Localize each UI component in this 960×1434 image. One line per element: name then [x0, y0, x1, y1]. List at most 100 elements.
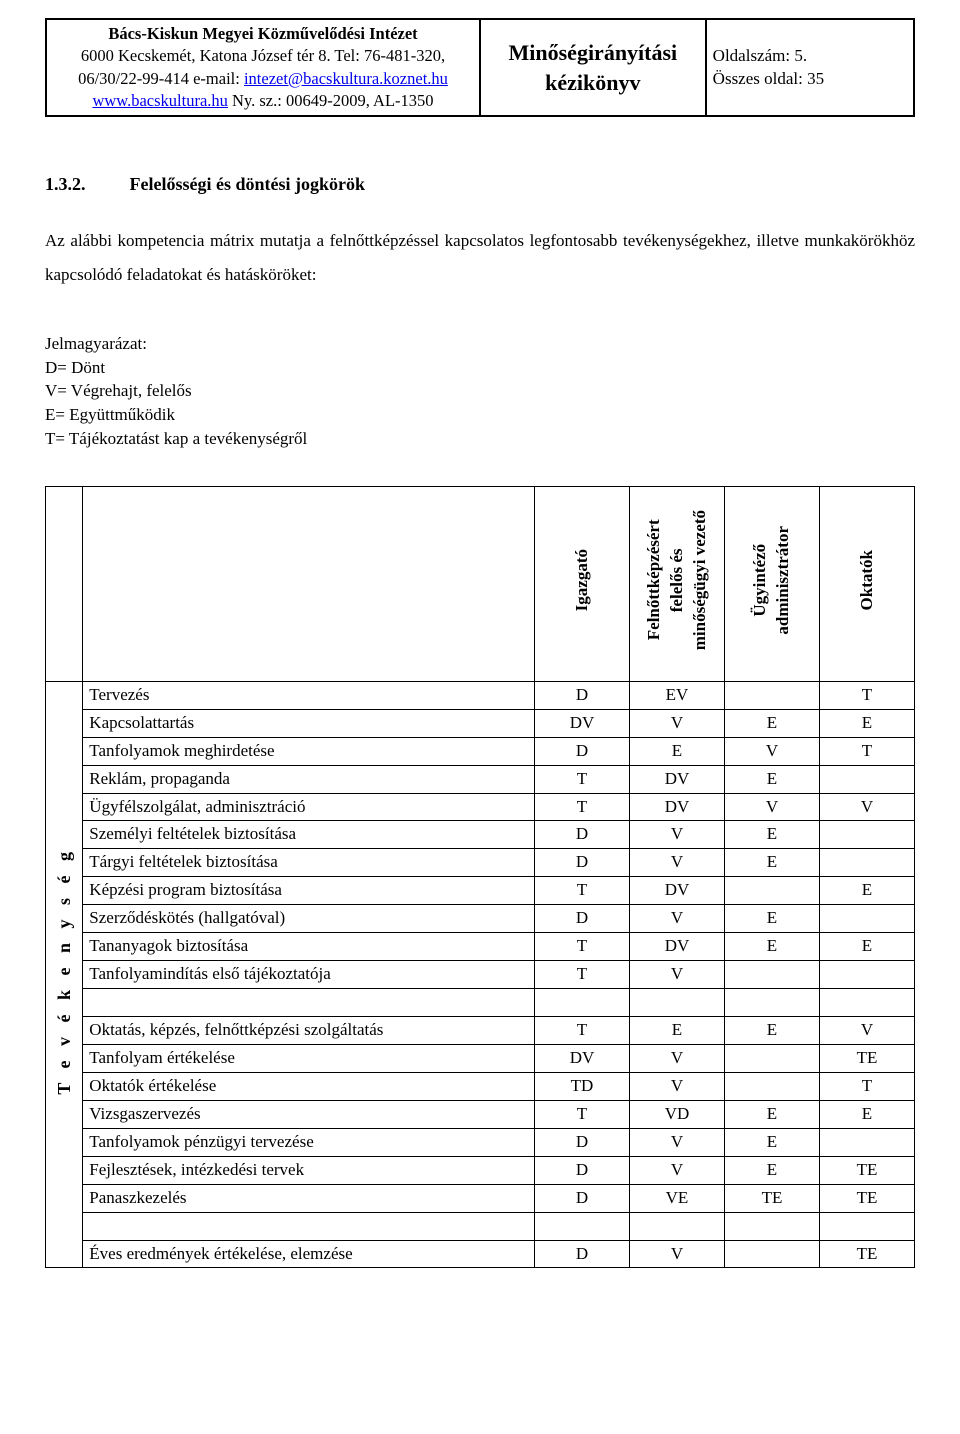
matrix-cell: T: [820, 1072, 915, 1100]
matrix-cell: E: [820, 709, 915, 737]
matrix-cell: D: [535, 1184, 630, 1212]
org-contact: 6000 Kecskemét, Katona József tér 8. Tel…: [53, 45, 473, 90]
table-row: Éves eredmények értékelése, elemzéseDVTE: [46, 1240, 915, 1268]
total-pages: Összes oldal: 35: [713, 68, 907, 91]
matrix-cell: T: [820, 737, 915, 765]
matrix-corner-side: [46, 486, 83, 681]
header-org-cell: Bács-Kiskun Megyei Közművelődési Intézet…: [46, 19, 480, 116]
spacer-cell: [725, 1212, 820, 1240]
matrix-header-row: Igazgató Felnőttképzésértfelelős ésminős…: [46, 486, 915, 681]
row-label: Szerződéskötés (hallgatóval): [83, 905, 535, 933]
matrix-cell: [820, 905, 915, 933]
row-label: Reklám, propaganda: [83, 765, 535, 793]
row-label: Tanfolyamok pénzügyi tervezése: [83, 1128, 535, 1156]
matrix-cell: VE: [630, 1184, 725, 1212]
row-label: Személyi feltételek biztosítása: [83, 821, 535, 849]
matrix-cell: T: [535, 793, 630, 821]
org-site-line: www.bacskultura.hu Ny. sz.: 00649-2009, …: [53, 90, 473, 112]
row-label: Tárgyi feltételek biztosítása: [83, 849, 535, 877]
col-felnottkepzes: Felnőttképzésértfelelős ésminőségügyi ve…: [630, 486, 725, 681]
table-row: Képzési program biztosításaTDVE: [46, 877, 915, 905]
legend-d: D= Dönt: [45, 356, 915, 380]
table-row: KapcsolattartásDVVEE: [46, 709, 915, 737]
email-link[interactable]: intezet@bacskultura.koznet.hu: [244, 69, 448, 88]
matrix-cell: T: [535, 961, 630, 989]
legend-v: V= Végrehajt, felelős: [45, 379, 915, 403]
section-title: Felelősségi és döntési jogkörök: [130, 174, 366, 194]
spacer-cell: [83, 1212, 535, 1240]
matrix-cell: VD: [630, 1100, 725, 1128]
matrix-cell: E: [630, 1017, 725, 1045]
table-row: Reklám, propagandaTDVE: [46, 765, 915, 793]
col-igazgato: Igazgató: [535, 486, 630, 681]
competency-matrix: Igazgató Felnőttképzésértfelelős ésminős…: [45, 486, 915, 1269]
spacer-cell: [535, 989, 630, 1017]
matrix-cell: T: [535, 765, 630, 793]
side-label-cell: T e v é k e n y s é g: [46, 681, 83, 1268]
table-row: T e v é k e n y s é gTervezésDEVT: [46, 681, 915, 709]
section-intro: Az alábbi kompetencia mátrix mutatja a f…: [45, 224, 915, 290]
legend-title: Jelmagyarázat:: [45, 333, 915, 356]
row-label: Oktatás, képzés, felnőttképzési szolgált…: [83, 1017, 535, 1045]
section-heading: 1.3.2. Felelősségi és döntési jogkörök: [45, 172, 915, 196]
spacer-cell: [820, 1212, 915, 1240]
matrix-cell: [820, 961, 915, 989]
matrix-cell: E: [725, 849, 820, 877]
matrix-cell: E: [725, 1017, 820, 1045]
matrix-cell: E: [725, 1100, 820, 1128]
matrix-cell: V: [630, 1240, 725, 1268]
matrix-cell: D: [535, 849, 630, 877]
row-label: Vizsgaszervezés: [83, 1100, 535, 1128]
matrix-cell: E: [820, 877, 915, 905]
matrix-cell: T: [535, 933, 630, 961]
table-row: [46, 1212, 915, 1240]
matrix-cell: V: [820, 793, 915, 821]
matrix-cell: E: [725, 821, 820, 849]
table-row: Tárgyi feltételek biztosításaDVE: [46, 849, 915, 877]
side-label: T e v é k e n y s é g: [52, 847, 76, 1095]
table-row: Oktatók értékeléseTDVT: [46, 1072, 915, 1100]
col-oktatok: Oktatók: [820, 486, 915, 681]
matrix-cell: DV: [535, 709, 630, 737]
matrix-cell: D: [535, 1128, 630, 1156]
matrix-cell: V: [725, 737, 820, 765]
section-number: 1.3.2.: [45, 172, 125, 196]
row-label: Tananyagok biztosítása: [83, 933, 535, 961]
matrix-cell: D: [535, 905, 630, 933]
legend-e: E= Együttműködik: [45, 403, 915, 427]
page-number: Oldalszám: 5.: [713, 45, 907, 68]
table-row: [46, 989, 915, 1017]
matrix-cell: DV: [630, 877, 725, 905]
matrix-cell: E: [725, 933, 820, 961]
matrix-cell: T: [535, 1100, 630, 1128]
matrix-cell: D: [535, 821, 630, 849]
matrix-cell: V: [630, 1128, 725, 1156]
matrix-cell: V: [630, 1072, 725, 1100]
matrix-cell: V: [630, 709, 725, 737]
site-link[interactable]: www.bacskultura.hu: [92, 91, 227, 110]
spacer-cell: [725, 989, 820, 1017]
matrix-cell: D: [535, 681, 630, 709]
matrix-cell: V: [630, 961, 725, 989]
matrix-cell: V: [630, 905, 725, 933]
matrix-cell: TE: [820, 1184, 915, 1212]
matrix-cell: V: [820, 1017, 915, 1045]
matrix-cell: D: [535, 1156, 630, 1184]
matrix-cell: V: [630, 1044, 725, 1072]
table-row: Személyi feltételek biztosításaDVE: [46, 821, 915, 849]
matrix-cell: [820, 849, 915, 877]
row-label: Tanfolyamindítás első tájékoztatója: [83, 961, 535, 989]
matrix-cell: E: [725, 765, 820, 793]
legend-block: D= Dönt V= Végrehajt, felelős E= Együttm…: [45, 356, 915, 451]
matrix-cell: DV: [630, 765, 725, 793]
matrix-cell: T: [820, 681, 915, 709]
matrix-cell: DV: [535, 1044, 630, 1072]
row-label: Fejlesztések, intézkedési tervek: [83, 1156, 535, 1184]
table-row: Tanfolyamok meghirdetéseDEVT: [46, 737, 915, 765]
matrix-cell: [725, 961, 820, 989]
matrix-cell: V: [725, 793, 820, 821]
matrix-cell: [725, 681, 820, 709]
matrix-cell: [725, 1072, 820, 1100]
row-label: Éves eredmények értékelése, elemzése: [83, 1240, 535, 1268]
matrix-corner-label: [83, 486, 535, 681]
